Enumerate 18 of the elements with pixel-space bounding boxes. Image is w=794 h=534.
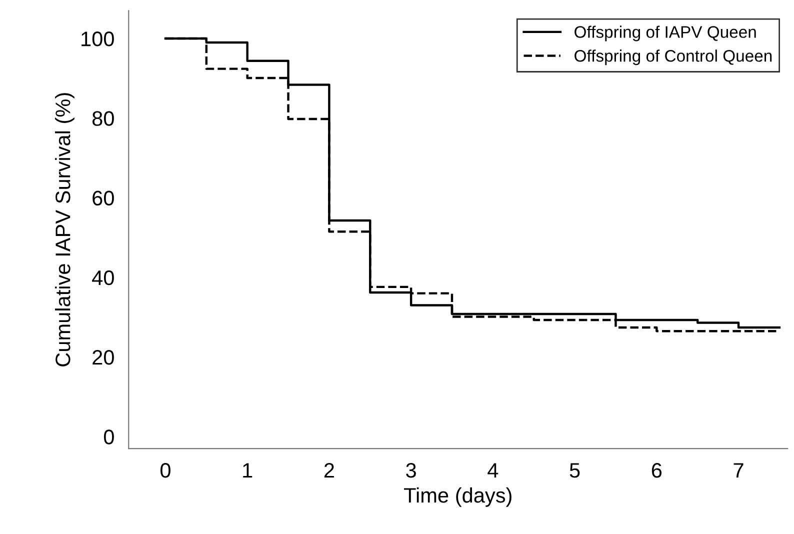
y-tick-label: 40	[92, 270, 114, 286]
y-tick-label: 60	[92, 190, 114, 206]
x-tick-label: 7	[734, 463, 744, 478]
x-tick-label: 2	[324, 463, 334, 478]
y-tick-label: 80	[92, 111, 114, 126]
x-tick-label: 0	[160, 463, 170, 478]
y-tick-label: 100	[82, 32, 114, 46]
x-tick-label: 6	[652, 463, 662, 478]
y-tick-label: 20	[92, 350, 114, 365]
y-axis-title: Cumulative IAPV Survival (%)	[55, 93, 74, 366]
x-axis-title: Time (days)	[404, 487, 512, 507]
y-tick-label: 0	[104, 430, 114, 444]
legend-label: Offspring of IAPV Queen	[574, 26, 756, 42]
legend-label: Offspring of Control Queen	[574, 50, 772, 66]
x-tick-label: 3	[406, 463, 416, 478]
x-tick-label: 4	[488, 463, 498, 478]
x-tick-label: 5	[570, 463, 580, 478]
x-tick-label: 1	[243, 463, 252, 478]
